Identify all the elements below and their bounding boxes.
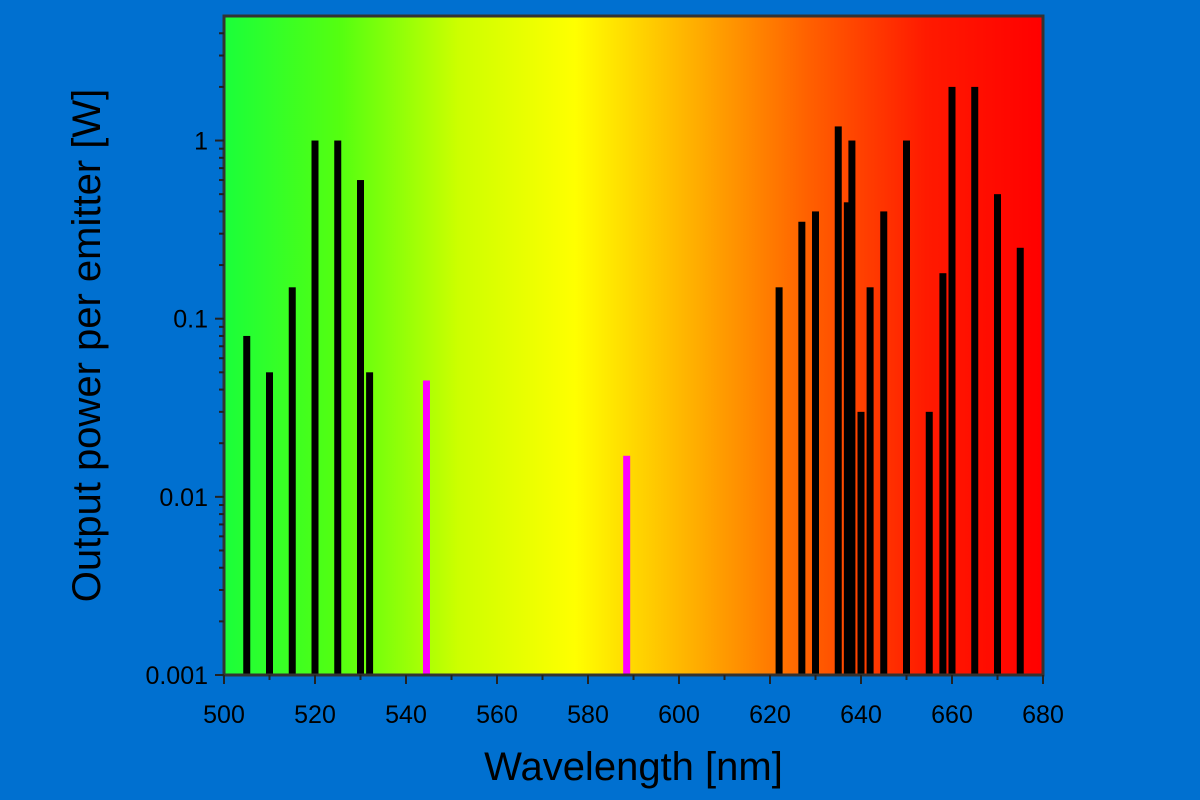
bar-0-3 (311, 140, 319, 676)
bar-0-22 (1016, 247, 1024, 675)
bar-0-11 (843, 202, 851, 675)
x-tick-label: 620 (749, 701, 791, 729)
bar-0-17 (925, 411, 933, 675)
x-tick-label: 500 (203, 701, 245, 729)
x-tick-label: 540 (385, 701, 427, 729)
x-tick-label: 580 (567, 701, 609, 729)
bars-group (243, 86, 1024, 676)
bar-0-9 (812, 211, 819, 675)
y-axis-title: Output power per emitter [W] (65, 89, 109, 603)
bar-1-1 (623, 455, 631, 675)
bar-0-18 (939, 273, 947, 675)
bar-1-0 (422, 380, 430, 675)
plot-background (224, 16, 1043, 675)
x-tick-label: 520 (294, 701, 336, 729)
bar-0-16 (903, 140, 910, 676)
bar-0-1 (266, 372, 273, 675)
y-tick-label: 1 (194, 128, 208, 156)
bar-0-2 (288, 287, 296, 675)
x-tick-label: 560 (476, 701, 518, 729)
bar-0-15 (880, 211, 888, 675)
x-axis-title: Wavelength [nm] (484, 745, 783, 789)
bar-0-10 (834, 126, 842, 675)
bar-0-0 (243, 335, 251, 675)
bar-0-4 (334, 140, 342, 676)
x-tick-label: 640 (840, 701, 882, 729)
bar-0-7 (775, 287, 783, 675)
bar-0-20 (971, 86, 979, 676)
bar-0-14 (866, 287, 874, 675)
x-tick-label: 660 (931, 701, 973, 729)
x-tick-label: 680 (1022, 701, 1064, 729)
bar-0-6 (366, 372, 374, 675)
bar-0-19 (948, 86, 956, 676)
y-tick-label: 0.01 (159, 484, 208, 512)
y-tick-label: 0.1 (173, 306, 208, 334)
bar-0-21 (994, 194, 1001, 675)
bar-0-8 (798, 221, 806, 675)
y-tick-label: 0.001 (145, 662, 208, 690)
bar-0-5 (357, 180, 364, 675)
bar-0-13 (857, 411, 865, 675)
ticks-group: 500 520 540 560 580 600 620 640 660 680 0.001 0.01 0… (145, 32, 1064, 729)
bar-0-12 (848, 140, 856, 676)
x-tick-label: 600 (658, 701, 700, 729)
